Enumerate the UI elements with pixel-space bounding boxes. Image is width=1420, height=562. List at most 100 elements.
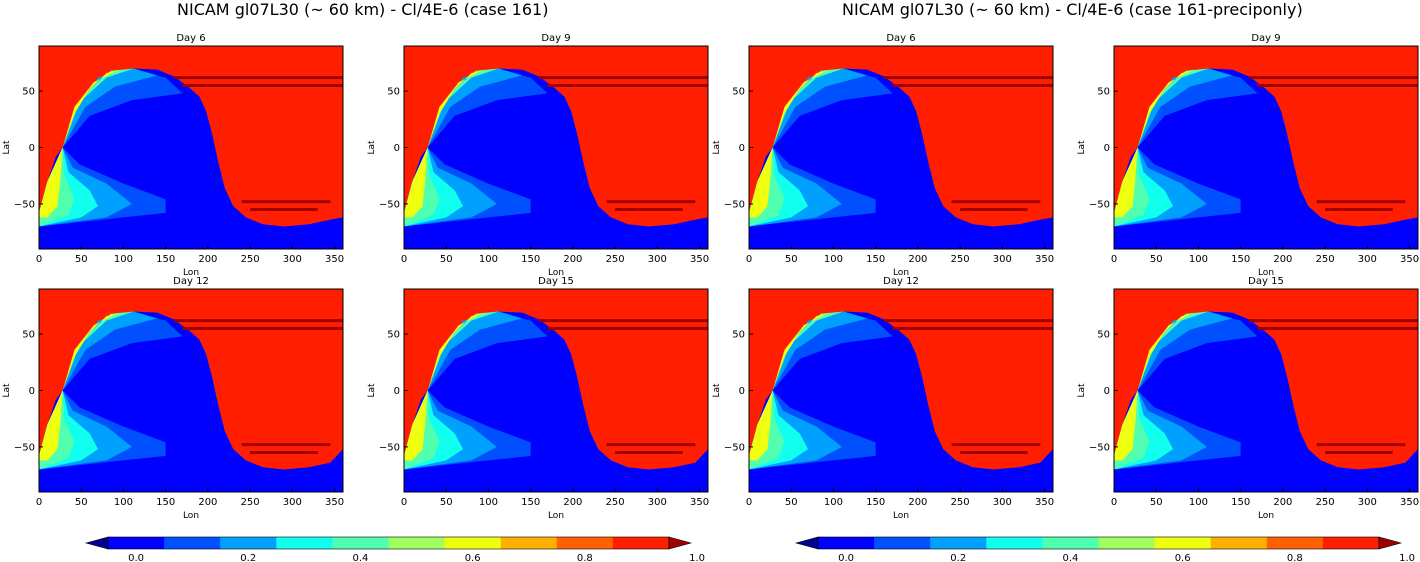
colorbar-tick-label: 0.4 [352,553,368,562]
gradient-arc [772,68,844,148]
x-tick-label: 350 [325,497,344,508]
y-tick-label: 0 [1104,143,1110,154]
colorbar-segment [332,537,389,549]
x-tick-label: 350 [690,497,709,508]
gradient-arc [62,311,134,391]
panel-day-day12-2: Day 12 Lon Lat 0 50 100 150 200 250 300 350 50 0 −50 [2,276,344,521]
x-tick-label: 100 [114,254,133,265]
colorbar-extend-low [794,536,819,550]
x-tick-label: 0 [746,497,752,508]
gradient-arc [62,68,134,148]
y-tick-label: 0 [29,143,35,154]
x-tick-label: 150 [521,254,540,265]
gradient-wedge [749,390,773,461]
x-tick-label: 200 [563,254,582,265]
colorbar-tick-label: 0.2 [950,553,966,562]
colorbar-tick-label: 0.2 [240,553,256,562]
y-tick-label: 50 [387,87,400,98]
x-tick-label: 300 [283,254,302,265]
dark-red-band [1257,83,1418,87]
dark-red-band [606,200,696,204]
y-tick-label: 0 [739,143,745,154]
x-tick-label: 0 [36,254,42,265]
y-tick-label: 0 [394,386,400,397]
y-axis-label: Lat [1077,140,1087,155]
x-tick-label: 200 [563,497,582,508]
x-tick-label: 100 [1189,254,1208,265]
colorbar-left: 0.0 0.2 0.4 0.6 0.8 1.0 [84,536,705,562]
x-tick-label: 200 [198,497,217,508]
x-tick-label: 350 [690,254,709,265]
x-tick-label: 0 [401,497,407,508]
x-tick-label: 100 [824,254,843,265]
x-tick-label: 300 [993,254,1012,265]
colorbar-segment [444,537,502,549]
colorbar-segment [612,537,670,549]
x-tick-label: 300 [648,254,667,265]
y-axis-label: Lat [1077,383,1087,398]
x-tick-label: 150 [521,497,540,508]
panel-title: Day 6 [176,33,205,44]
gradient-arc [1137,68,1233,148]
dark-red-band [951,443,1041,447]
dark-red-band [1257,326,1418,330]
y-axis-label: Lat [2,140,12,155]
x-tick-label: 300 [1358,254,1377,265]
x-axis-label: Lon [548,268,564,278]
colorbar-segment [986,537,1043,549]
dark-red-band [960,451,1028,455]
panel-title: Day 9 [541,33,570,44]
x-tick-label: 250 [241,497,260,508]
x-tick-label: 100 [479,497,498,508]
colorbar-segment [1042,537,1099,549]
panel-day-day12-6: Day 12 Lon Lat 0 50 100 150 200 250 300 350 50 0 −50 [712,276,1054,521]
y-tick-label: 50 [1097,330,1110,341]
colorbar-segment [108,537,165,549]
dark-red-band [960,208,1028,212]
y-axis-label: Lat [712,140,722,155]
colorbar-segment [388,537,446,549]
x-tick-label: 200 [198,254,217,265]
x-tick-label: 250 [606,254,625,265]
dark-red-band [951,200,1041,204]
gradient-arc [427,311,499,391]
dark-red-band [884,319,1053,323]
y-tick-label: 50 [22,330,35,341]
y-tick-label: −50 [14,442,35,453]
y-tick-label: 0 [739,386,745,397]
colorbar-frame [817,536,1380,550]
x-axis-label: Lon [183,268,199,278]
gradient-arc [427,68,523,148]
gradient-wedge [39,390,63,461]
x-axis-label: Lon [893,268,909,278]
dark-red-band [1249,76,1418,80]
colorbar-tick-label: 1.0 [689,553,705,562]
x-tick-label: 300 [993,497,1012,508]
dark-red-band [250,208,318,212]
panel-day-day9-1: Day 9 Lon Lat 0 50 100 150 200 250 300 350 50 0 −50 [367,33,709,278]
y-axis-label: Lat [712,383,722,398]
gradient-wedge [404,147,428,218]
x-tick-label: 350 [1035,497,1054,508]
dark-red-band [1325,208,1393,212]
y-tick-label: 0 [394,143,400,154]
x-tick-label: 50 [75,254,88,265]
x-tick-label: 50 [75,497,88,508]
x-tick-label: 150 [866,254,885,265]
x-tick-label: 50 [785,254,798,265]
x-tick-label: 250 [606,497,625,508]
colorbar-segment [1154,537,1212,549]
dark-red-band [1316,443,1406,447]
y-tick-label: 50 [732,330,745,341]
dark-red-band [174,319,343,323]
x-axis-label: Lon [893,511,909,521]
panel-title: Day 15 [538,276,574,287]
x-tick-label: 250 [951,254,970,265]
x-tick-label: 150 [1231,254,1250,265]
x-axis-label: Lon [1258,268,1274,278]
y-tick-label: 50 [1097,87,1110,98]
dark-red-band [615,208,683,212]
panel-day-day6-0: Day 6 Lon Lat 0 50 100 150 200 250 300 350 50 0 −50 [2,33,344,278]
x-tick-label: 150 [1231,497,1250,508]
